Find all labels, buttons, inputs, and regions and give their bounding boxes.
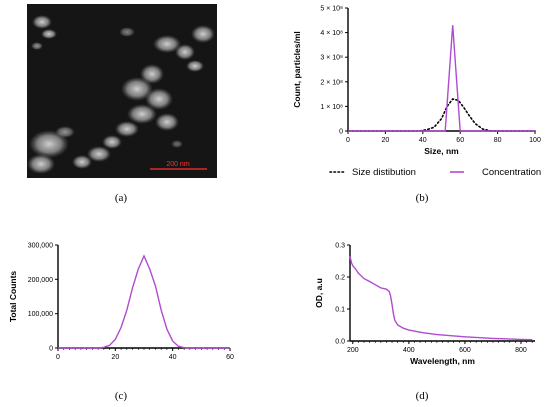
- y-axis-label: Count, particles/ml: [292, 31, 302, 108]
- x-tick-label: 0: [56, 354, 60, 361]
- chart-b: 0 1 × 10⁸ 2 × 10⁸ 3 × 10⁸ 4 × 10⁸ 5 × 10⁸ 0 20 4…: [292, 6, 541, 179]
- caption-d: (d): [415, 390, 429, 402]
- y-tick-label: 0: [339, 129, 343, 136]
- y-tick-label: 100,000: [28, 311, 53, 318]
- x-tick-label: 400: [403, 347, 415, 354]
- x-tick-label: 0: [346, 137, 350, 144]
- x-tick-label: 40: [169, 354, 177, 361]
- y-tick-label: 1 × 10⁸: [320, 104, 343, 111]
- chart-c: 0 100,000 200,000 300,000 0 20 40 60 Total Count…: [8, 243, 234, 362]
- legend-label: Size distibution: [352, 167, 416, 178]
- micrograph-panel: 200 nm: [27, 4, 217, 178]
- scale-bar-label: 200 nm: [166, 161, 190, 168]
- tem-micrograph: 200 nm: [27, 4, 217, 178]
- x-tick-label: 20: [382, 137, 390, 144]
- y-tick-label: 4 × 10⁸: [320, 30, 343, 37]
- legend-label: Concentration: [482, 167, 541, 178]
- chart-d: 0.0 0.1 0.2 0.3 200 400 600 800 Wavelength, nm OD…: [314, 243, 535, 366]
- x-tick-label: 80: [494, 137, 502, 144]
- x-tick-label: 40: [419, 137, 427, 144]
- y-tick-label: 2 × 10⁸: [320, 79, 343, 86]
- series-line-0: [58, 254, 230, 349]
- caption-c: (c): [114, 390, 128, 402]
- y-tick-label: 300,000: [28, 243, 53, 250]
- caption-b: (b): [415, 192, 429, 204]
- x-tick-label: 600: [459, 347, 471, 354]
- y-tick-label: 3 × 10⁸: [320, 55, 343, 62]
- y-tick-label: 200,000: [28, 277, 53, 284]
- series-line-0: [347, 98, 536, 132]
- y-tick-label: 5 × 10⁸: [320, 6, 343, 13]
- y-tick-label: 0.2: [335, 275, 345, 282]
- x-axis-label: Wavelength, nm: [410, 356, 475, 366]
- y-tick-label: 0.3: [335, 243, 345, 250]
- x-tick-label: 100: [529, 137, 541, 144]
- x-tick-label: 60: [456, 137, 464, 144]
- x-tick-label: 20: [111, 354, 119, 361]
- y-axis-label: Total Counts: [8, 271, 18, 323]
- y-tick-label: 0.0: [335, 339, 345, 346]
- y-tick-label: 0: [49, 346, 53, 353]
- y-tick-label: 0.1: [335, 307, 345, 314]
- y-axis-label: OD, a.u: [314, 278, 324, 308]
- x-tick-label: 60: [226, 354, 234, 361]
- series-line-1: [348, 25, 535, 132]
- caption-a: (a): [114, 192, 128, 204]
- series-line-0: [349, 256, 533, 341]
- x-tick-label: 200: [347, 347, 359, 354]
- x-axis-label: Size, nm: [424, 146, 459, 156]
- x-tick-label: 800: [515, 347, 527, 354]
